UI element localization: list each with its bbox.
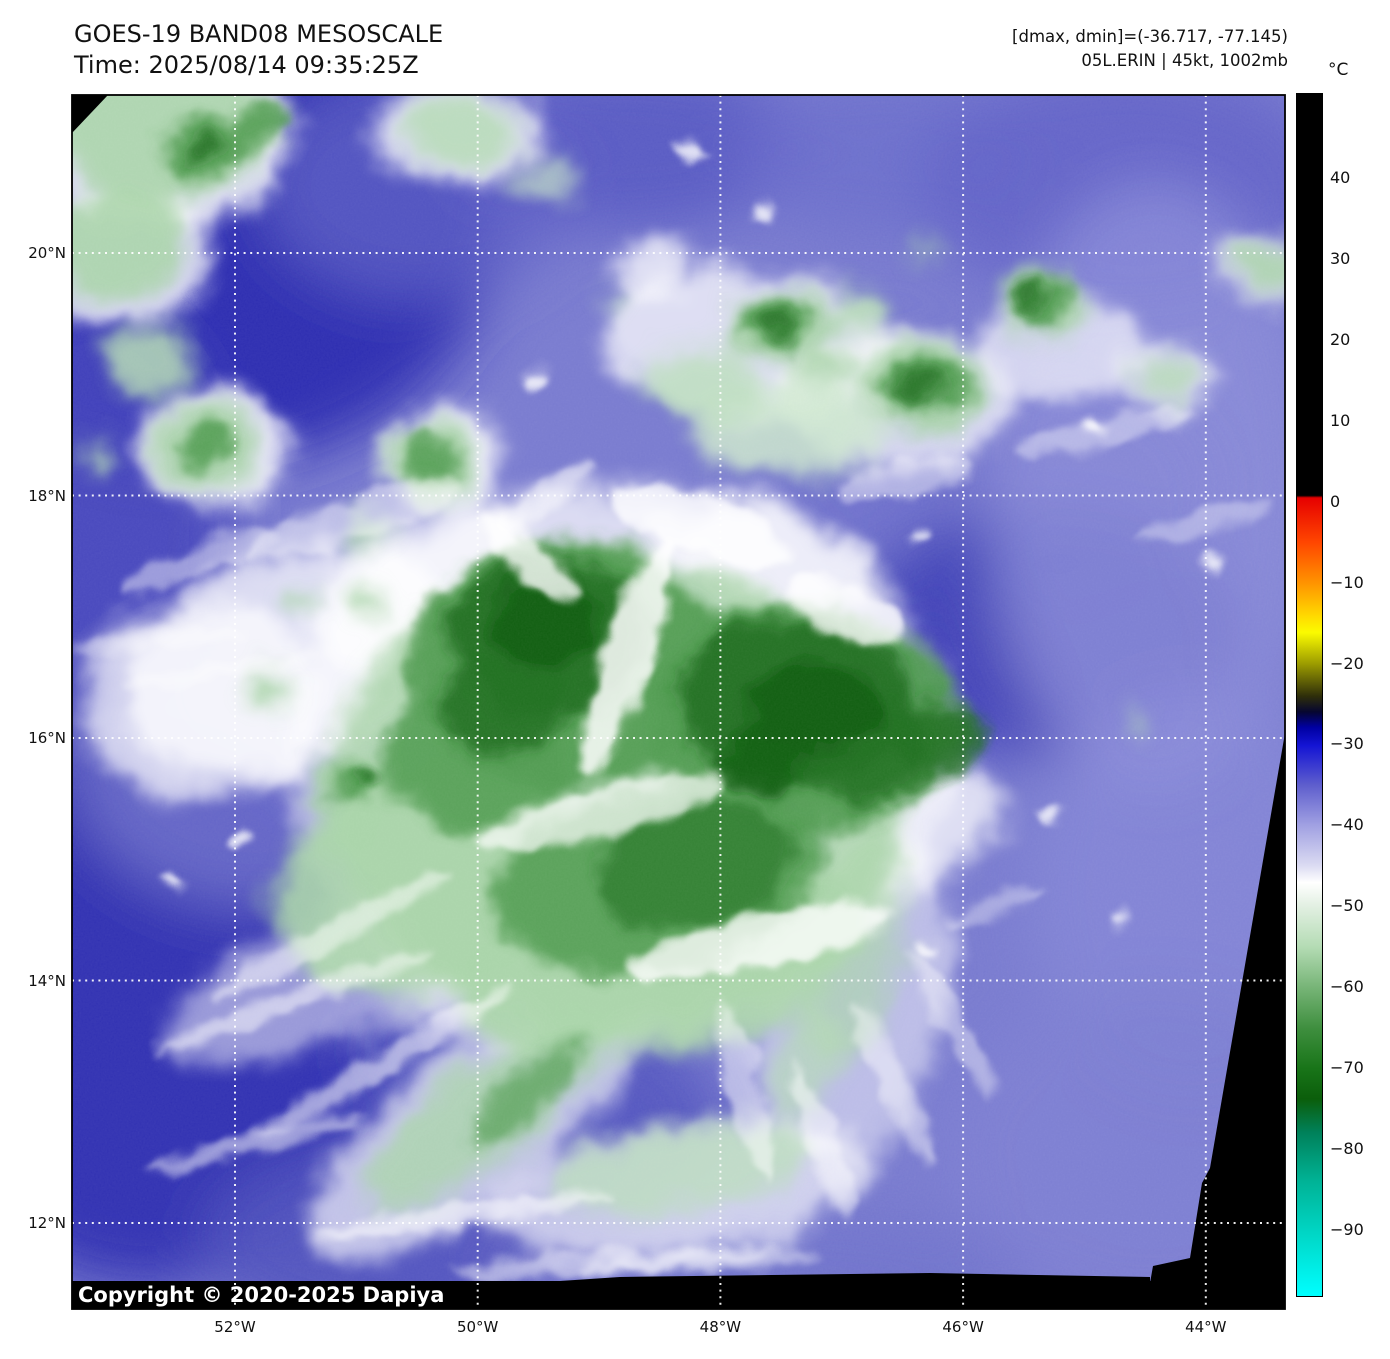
colorbar-unit-label: °C xyxy=(1328,60,1349,80)
colorbar-tick-label: −70 xyxy=(1330,1058,1364,1078)
colorbar-tick-label: −50 xyxy=(1330,896,1364,916)
nodata-wedge xyxy=(1150,733,1285,1283)
colorbar-tick-label: 20 xyxy=(1330,329,1351,349)
colorbar xyxy=(1296,93,1323,1297)
colorbar-tick-label: −80 xyxy=(1330,1139,1364,1159)
lat-tick-label: 12°N xyxy=(28,1214,66,1232)
noise-texture xyxy=(72,95,1285,1309)
lat-tick-label: 14°N xyxy=(28,971,66,990)
lat-tick-label: 18°N xyxy=(28,486,66,505)
graticule xyxy=(72,95,1285,1309)
product-title: GOES-19 BAND08 MESOSCALE xyxy=(74,20,444,48)
storm-readout: 05L.ERIN | 45kt, 1002mb xyxy=(1081,51,1288,70)
colorbar-tick-label: −90 xyxy=(1330,1219,1364,1239)
lon-tick-label: 46°W xyxy=(942,1318,984,1336)
colorbar-tick-label: −60 xyxy=(1330,977,1364,997)
colorbar-tick-label: 10 xyxy=(1330,410,1351,430)
map-imagery xyxy=(72,95,1285,1309)
colorbar-tick-label: 0 xyxy=(1330,491,1341,511)
nodata-top-left xyxy=(72,95,108,133)
copyright-label: Copyright © 2020-2025 Dapiya xyxy=(78,1283,445,1307)
colorbar-tick-label: 40 xyxy=(1330,168,1351,187)
product-time: Time: 2025/08/14 09:35:25Z xyxy=(74,51,419,79)
colorbar-tick-label: −10 xyxy=(1330,572,1364,592)
lat-tick-label: 20°N xyxy=(28,244,66,262)
lon-tick-label: 44°W xyxy=(1185,1318,1227,1336)
map-border xyxy=(71,94,1286,1310)
colorbar-tick-label: −20 xyxy=(1330,653,1364,673)
colorbar-tick-label: −40 xyxy=(1330,815,1364,835)
lon-tick-label: 48°W xyxy=(699,1318,742,1336)
nodata-bottom-edge xyxy=(560,1273,1150,1281)
copyright-bar xyxy=(72,1281,1285,1309)
colorbar-tick-label: −30 xyxy=(1330,734,1364,754)
colorbar-tick-label: 30 xyxy=(1330,248,1351,268)
dmax-dmin-readout: [dmax, dmin]=(-36.717, -77.145) xyxy=(1012,27,1288,46)
lon-tick-label: 50°W xyxy=(456,1318,499,1336)
lat-tick-label: 16°N xyxy=(28,729,66,747)
lon-tick-label: 52°W xyxy=(214,1318,256,1336)
